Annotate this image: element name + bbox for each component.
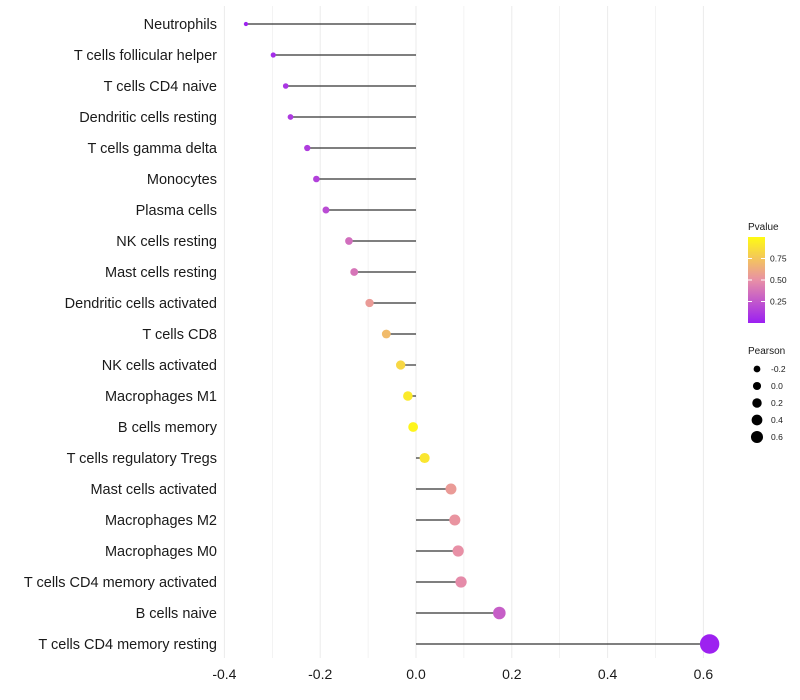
grid [223,6,704,658]
colorbar-tick-label: 0.25 [770,297,787,307]
pvalue-colorbar [748,237,765,323]
stems [245,23,710,645]
size-legend-label: 0.4 [771,415,783,425]
category-label: B cells memory [118,420,218,436]
data-point [365,298,374,308]
category-label: Monocytes [147,172,217,188]
category-label: Mast cells activated [90,482,217,498]
x-tick-label: 0.0 [406,666,426,682]
pvalue-legend-title: Pvalue [748,222,779,233]
data-point [304,144,311,152]
data-point [403,391,413,401]
x-tick-label: -0.2 [308,666,332,682]
data-point [408,422,418,432]
data-point [699,634,720,654]
category-label: Macrophages M0 [105,544,217,560]
data-point [445,483,457,495]
category-label: T cells CD4 memory resting [38,637,217,653]
size-legend-dot [753,365,761,373]
data-point [270,52,276,58]
pvalue-legend: Pvalue 0.75 0.50 0.25 [748,222,787,323]
size-legend-label: 0.6 [771,432,783,442]
category-label: B cells naive [136,606,217,622]
data-point [381,329,391,339]
x-tick-label: 0.2 [502,666,522,682]
category-label: Dendritic cells activated [65,296,217,312]
size-legend-dot [752,381,762,391]
x-tick-label: -0.4 [212,666,236,682]
data-point [396,360,406,370]
data-point [455,576,467,588]
colorbar-tick-label: 0.75 [770,254,787,264]
data-point [322,206,330,214]
category-label: T cells CD8 [142,327,217,343]
pearson-legend-title: Pearson [748,346,785,357]
data-point [243,21,249,27]
colorbar-tick-label: 0.50 [770,275,787,285]
category-label: Dendritic cells resting [79,110,217,126]
data-point [345,237,353,245]
category-label: Mast cells resting [105,265,217,281]
data-point [452,545,464,557]
category-label: NK cells activated [102,358,217,374]
size-legend-label: -0.2 [771,364,786,374]
data-point [350,268,359,276]
category-label: T cells CD4 naive [104,79,217,95]
size-legend-dot [750,430,764,444]
x-tick-label: 0.6 [694,666,714,682]
pearson-legend: Pearson -0.2 0.0 0.2 0.4 0.6 [748,346,786,444]
category-label: Macrophages M1 [105,389,217,405]
points [243,21,720,654]
data-point [287,114,294,120]
data-point [449,514,461,526]
category-label: NK cells resting [116,234,217,250]
x-axis-ticks: -0.4 -0.2 0.0 0.2 0.4 0.6 [212,666,713,682]
category-label: T cells follicular helper [74,48,217,64]
category-label: Macrophages M2 [105,513,217,529]
data-point [493,606,506,620]
size-legend-dot [752,398,762,408]
size-legend-dot [751,414,763,426]
category-label: T cells regulatory Tregs [67,451,217,467]
category-labels: Neutrophils T cells follicular helper T ce… [24,17,218,653]
size-legend-label: 0.2 [771,398,783,408]
size-legend-label: 0.0 [771,381,783,391]
x-tick-label: 0.4 [598,666,618,682]
category-label: T cells gamma delta [88,141,218,157]
data-point [282,83,289,89]
category-label: Neutrophils [144,17,217,33]
data-point [313,175,320,183]
category-label: T cells CD4 memory activated [24,575,217,591]
category-label: Plasma cells [136,203,217,219]
data-point [419,452,430,464]
